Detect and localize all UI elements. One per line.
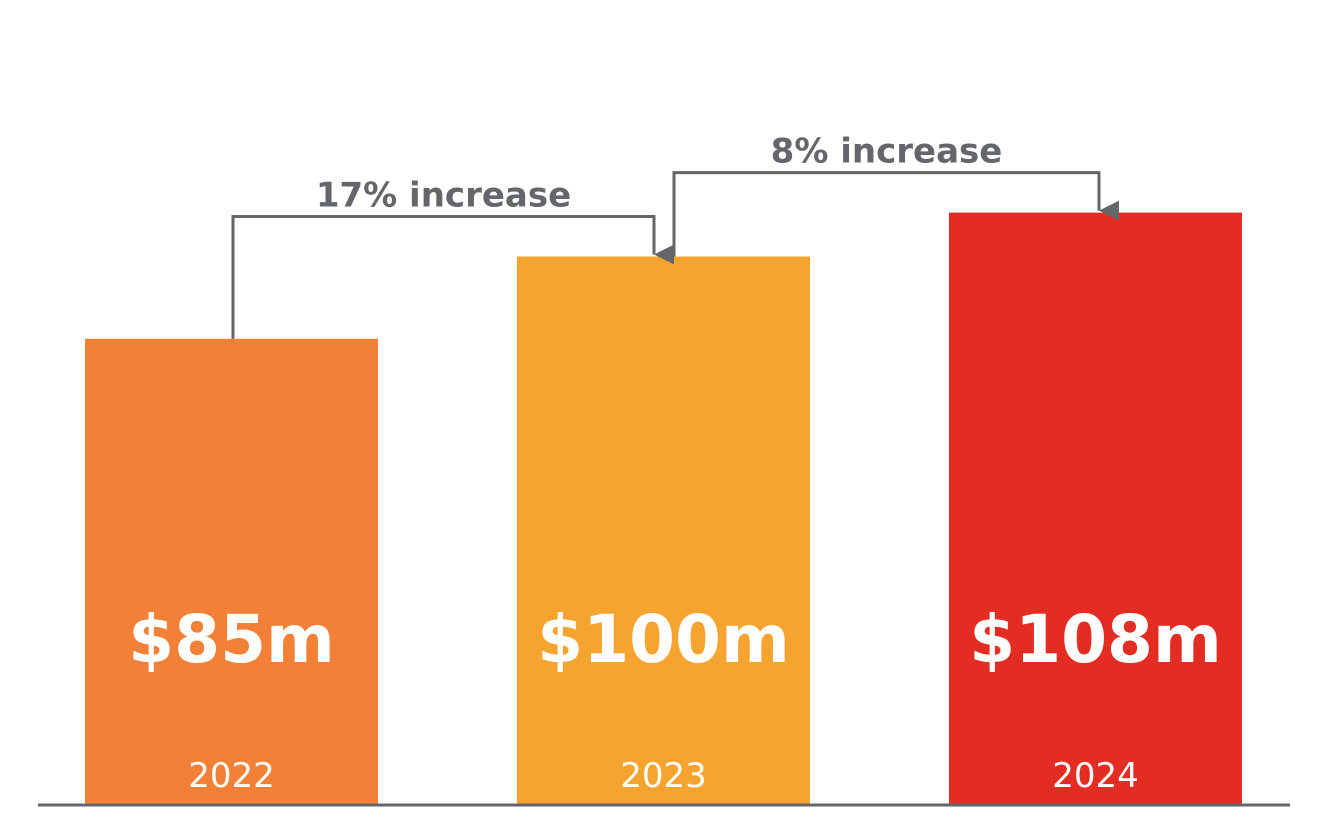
increase-arrow-2022-2023: [231, 215, 674, 339]
year-label-2022: 2022: [188, 756, 275, 796]
increase-label-2023-2024: 8% increase: [771, 132, 1003, 172]
value-label-2024: $108m: [969, 601, 1221, 678]
year-label-2024: 2024: [1052, 756, 1139, 796]
increase-arrow-2023-2024: [672, 171, 1119, 257]
bar-2024: [949, 212, 1242, 805]
bars-group: $85m 2022 $100m 2023 $108m 2024: [85, 212, 1242, 805]
increase-label-2022-2023: 17% increase: [316, 176, 571, 216]
value-label-2023: $100m: [537, 601, 789, 678]
annotations-group: 17% increase 8% increase: [231, 132, 1119, 339]
bar-2023: [517, 256, 810, 805]
value-label-2022: $85m: [128, 601, 335, 678]
year-label-2023: 2023: [620, 756, 707, 796]
bar-2022: [85, 338, 378, 805]
